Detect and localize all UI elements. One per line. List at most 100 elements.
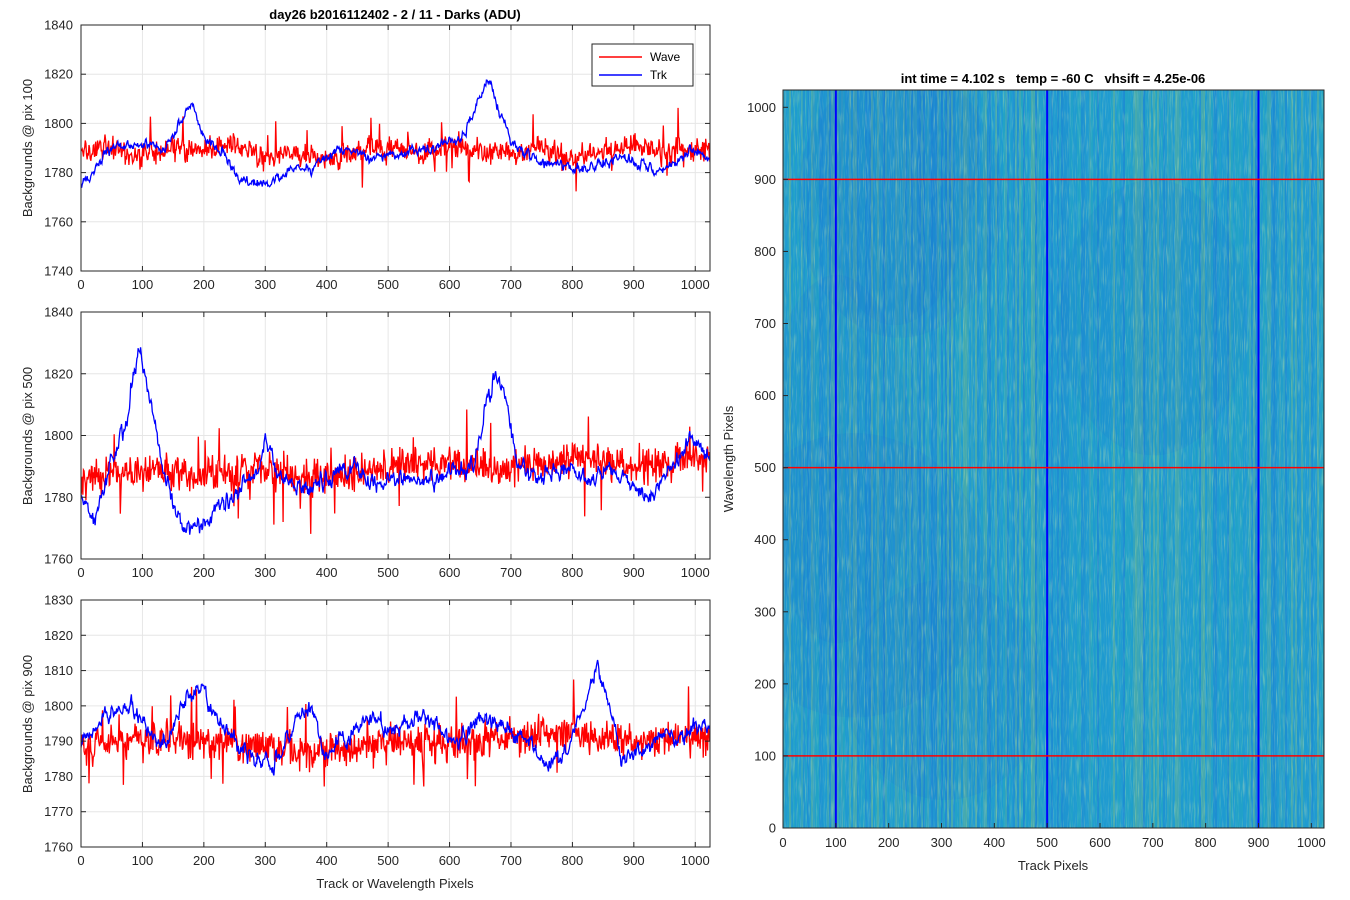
series-group — [81, 79, 710, 192]
x-tick-label: 500 — [377, 565, 399, 580]
x-tick-label: 700 — [500, 853, 522, 868]
y-tick-label: 500 — [754, 460, 776, 475]
series-line-wave — [81, 107, 710, 192]
y-tick-label: 1810 — [44, 663, 73, 678]
panel-title: day26 b2016112402 - 2 / 11 - Darks (ADU) — [269, 7, 520, 22]
legend-label-trk: Trk — [650, 68, 668, 82]
x-tick-label: 200 — [193, 565, 215, 580]
y-tick-label: 1760 — [44, 840, 73, 855]
y-tick-label: 300 — [754, 604, 776, 619]
y-tick-label: 400 — [754, 532, 776, 547]
y-tick-label: 0 — [769, 821, 776, 836]
y-tick-label: 1790 — [44, 734, 73, 749]
plot-panel-pix100: 0 100 200 300 400 500 600 700 800 900 1000 1740 1760… — [20, 7, 711, 292]
y-tick-label: 1800 — [44, 116, 73, 131]
y-tick-label: 1780 — [44, 165, 73, 180]
x-tick-label: 0 — [77, 853, 84, 868]
x-tick-label: 600 — [439, 277, 461, 292]
axes-frame — [80, 24, 711, 272]
series-line-trk — [81, 79, 710, 188]
plot-panel-pix500: 0 100 200 300 400 500 600 700 800 900 1000 1760 1780… — [20, 305, 711, 580]
x-tick-label: 900 — [623, 277, 645, 292]
x-tick-label: 700 — [500, 565, 522, 580]
y-tick-label: 900 — [754, 172, 776, 187]
heatmap-title: int time = 4.102 s temp = -60 C vhsift =… — [901, 71, 1206, 86]
x-axis-label: Track or Wavelength Pixels — [316, 876, 474, 891]
y-axis-label: Backgrounds @ pix 100 — [20, 79, 35, 217]
y-tick-label: 1840 — [44, 18, 73, 33]
x-tick-label: 700 — [1142, 835, 1164, 850]
y-tick-label: 800 — [754, 244, 776, 259]
x-axis-label: Track Pixels — [1018, 858, 1089, 873]
series-line-trk — [81, 659, 710, 776]
y-tick-label: 1000 — [747, 100, 776, 115]
x-tick-label: 300 — [254, 565, 276, 580]
axes-background — [81, 600, 710, 847]
marker-lines — [783, 90, 1324, 828]
legend: Wave Trk — [591, 43, 694, 87]
y-tick-label: 1760 — [44, 214, 73, 229]
x-tick-label: 300 — [931, 835, 953, 850]
y-tick-label: 600 — [754, 388, 776, 403]
x-tick-label: 600 — [439, 565, 461, 580]
x-tick-label: 1000 — [681, 853, 710, 868]
x-tick-label: 500 — [377, 277, 399, 292]
x-tick-label: 500 — [377, 853, 399, 868]
heatmap-panel: 0 100 200 300 400 500 600 700 800 900 1000 0 100 200 3… — [721, 71, 1326, 873]
y-tick-label: 1800 — [44, 428, 73, 443]
x-tick-label: 200 — [193, 853, 215, 868]
y-axis-label: Backgrounds @ pix 900 — [20, 655, 35, 793]
ticks: 0 100 200 300 400 500 600 700 800 900 1000 0 100 200 3… — [747, 100, 1326, 850]
x-tick-label: 900 — [1248, 835, 1270, 850]
x-tick-label: 0 — [779, 835, 786, 850]
ticks: 0 100 200 300 400 500 600 700 800 900 1000 1760 1780… — [44, 305, 710, 580]
y-tick-label: 700 — [754, 316, 776, 331]
x-tick-label: 400 — [316, 565, 338, 580]
x-tick-label: 700 — [500, 277, 522, 292]
series-line-trk — [81, 347, 710, 535]
x-tick-label: 800 — [562, 565, 584, 580]
y-tick-label: 1840 — [44, 305, 73, 320]
y-tick-label: 1800 — [44, 698, 73, 713]
x-tick-label: 0 — [77, 565, 84, 580]
x-tick-label: 500 — [1036, 835, 1058, 850]
x-tick-label: 600 — [439, 853, 461, 868]
x-tick-label: 100 — [825, 835, 847, 850]
x-tick-label: 100 — [132, 853, 154, 868]
y-tick-label: 1820 — [44, 628, 73, 643]
axes-frame — [80, 599, 711, 848]
y-tick-label: 1780 — [44, 769, 73, 784]
y-tick-label: 100 — [754, 748, 776, 763]
plot-panel-pix900: 0 100 200 300 400 500 600 700 800 900 1000 1760 1770… — [20, 593, 711, 891]
legend-box — [591, 43, 694, 87]
ticks: 0 100 200 300 400 500 600 700 800 900 1000 1740 1760… — [44, 18, 710, 292]
y-axis-label: Wavelength Pixels — [721, 405, 736, 512]
x-tick-label: 100 — [132, 565, 154, 580]
x-tick-label: 1000 — [1297, 835, 1326, 850]
y-tick-label: 200 — [754, 676, 776, 691]
x-tick-label: 900 — [623, 565, 645, 580]
x-tick-label: 600 — [1089, 835, 1111, 850]
series-group — [81, 347, 710, 535]
y-axis-label: Backgrounds @ pix 500 — [20, 367, 35, 505]
ticks: 0 100 200 300 400 500 600 700 800 900 1000 1760 1770… — [44, 593, 710, 868]
y-tick-label: 1780 — [44, 490, 73, 505]
y-tick-label: 1740 — [44, 264, 73, 279]
x-tick-label: 800 — [562, 277, 584, 292]
x-tick-label: 800 — [1195, 835, 1217, 850]
y-tick-label: 1770 — [44, 804, 73, 819]
y-tick-label: 1820 — [44, 366, 73, 381]
x-tick-label: 0 — [77, 277, 84, 292]
x-tick-label: 100 — [132, 277, 154, 292]
x-tick-label: 1000 — [681, 565, 710, 580]
x-tick-label: 800 — [562, 853, 584, 868]
series-line-wave — [81, 679, 710, 787]
y-tick-label: 1760 — [44, 552, 73, 567]
x-tick-label: 400 — [316, 277, 338, 292]
x-tick-label: 400 — [316, 853, 338, 868]
series-line-wave — [81, 409, 710, 534]
series-group — [81, 659, 710, 787]
x-tick-label: 900 — [623, 853, 645, 868]
heatmap-image — [783, 90, 1324, 828]
